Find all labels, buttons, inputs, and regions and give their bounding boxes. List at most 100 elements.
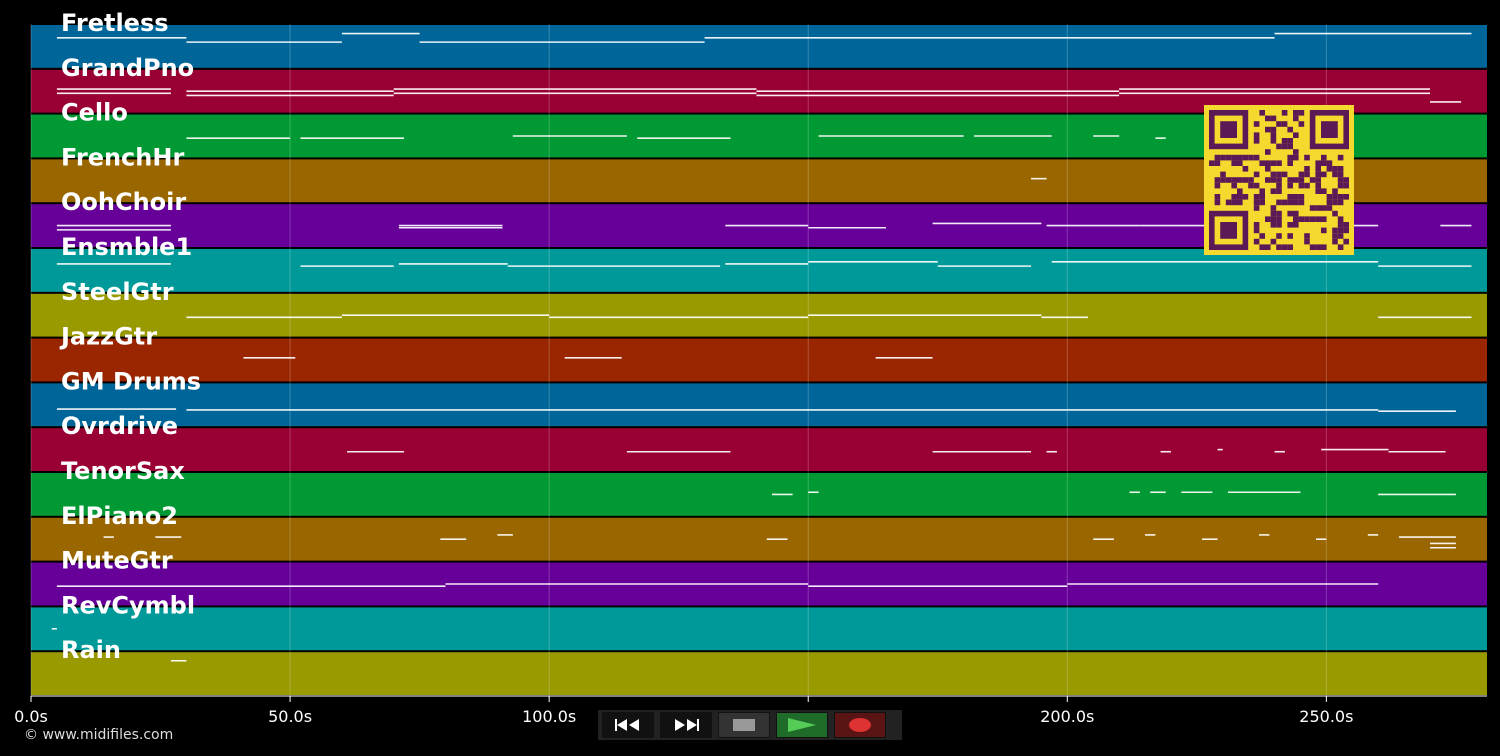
qr-module bbox=[1276, 188, 1282, 194]
qr-module bbox=[1225, 199, 1232, 206]
qr-module bbox=[1276, 143, 1282, 150]
qr-module bbox=[1242, 154, 1249, 161]
qr-finder-core bbox=[1220, 222, 1237, 239]
qr-module bbox=[1270, 132, 1277, 138]
qr-module bbox=[1298, 110, 1305, 116]
qr-module bbox=[1315, 244, 1321, 250]
qr-module bbox=[1237, 188, 1243, 194]
tick-label: 50.0s bbox=[268, 707, 312, 726]
track-label: GM Drums bbox=[61, 367, 201, 395]
qr-module bbox=[1281, 138, 1288, 144]
track-lane bbox=[31, 428, 1487, 471]
qr-module bbox=[1337, 227, 1344, 234]
qr-module bbox=[1276, 121, 1282, 127]
qr-module bbox=[1298, 182, 1305, 189]
tick-label: 250.0s bbox=[1299, 707, 1353, 726]
qr-module bbox=[1209, 160, 1215, 166]
qr-module bbox=[1287, 160, 1293, 166]
fast-forward-button[interactable] bbox=[660, 712, 712, 738]
track-label: Ensmble1 bbox=[61, 233, 192, 261]
qr-module bbox=[1214, 194, 1221, 200]
play-button[interactable] bbox=[776, 712, 828, 738]
qr-module bbox=[1253, 154, 1260, 161]
stop-button[interactable] bbox=[718, 712, 770, 738]
qr-module bbox=[1298, 199, 1305, 206]
qr-module bbox=[1321, 160, 1327, 166]
track-lane bbox=[31, 473, 1487, 516]
qr-module bbox=[1287, 143, 1293, 150]
track-label: MuteGtr bbox=[61, 547, 173, 575]
qr-module bbox=[1309, 177, 1316, 183]
qr-finder-core bbox=[1220, 121, 1237, 138]
qr-module bbox=[1265, 166, 1271, 172]
qr-module bbox=[1287, 222, 1293, 228]
qr-module bbox=[1231, 199, 1237, 206]
qr-module bbox=[1293, 132, 1299, 138]
fast-forward-icon bbox=[675, 719, 699, 731]
qr-module bbox=[1337, 233, 1344, 239]
qr-module bbox=[1253, 227, 1260, 234]
qr-module bbox=[1326, 199, 1333, 206]
qr-module bbox=[1231, 154, 1237, 161]
qr-module bbox=[1315, 166, 1321, 172]
qr-module bbox=[1298, 171, 1305, 178]
qr-module bbox=[1321, 188, 1327, 194]
qr-module bbox=[1326, 205, 1333, 211]
qr-module bbox=[1253, 171, 1260, 178]
play-icon bbox=[788, 718, 816, 732]
qr-module bbox=[1220, 177, 1226, 183]
qr-module bbox=[1276, 171, 1282, 178]
qr-module bbox=[1237, 177, 1243, 183]
qr-module bbox=[1225, 177, 1232, 183]
qr-module bbox=[1293, 177, 1299, 183]
qr-module bbox=[1287, 177, 1293, 183]
qr-module bbox=[1265, 244, 1271, 250]
record-button[interactable] bbox=[834, 712, 886, 738]
qr-module bbox=[1248, 154, 1254, 161]
qr-module bbox=[1276, 233, 1282, 239]
qr-module bbox=[1298, 216, 1305, 222]
track-label: Ovrdrive bbox=[61, 412, 178, 440]
qr-module bbox=[1253, 121, 1260, 127]
qr-module bbox=[1237, 160, 1243, 166]
track-lane bbox=[31, 517, 1487, 561]
qr-module bbox=[1276, 199, 1282, 206]
qr-module bbox=[1298, 194, 1305, 200]
qr-module bbox=[1315, 182, 1321, 189]
qr-module bbox=[1237, 194, 1243, 200]
qr-module bbox=[1276, 177, 1282, 183]
qr-module bbox=[1214, 177, 1221, 183]
rewind-button[interactable] bbox=[602, 712, 654, 738]
qr-module bbox=[1304, 171, 1310, 178]
qr-module bbox=[1265, 149, 1271, 155]
qr-module bbox=[1309, 216, 1316, 222]
qr-module bbox=[1304, 154, 1310, 161]
qr-module bbox=[1281, 244, 1288, 250]
qr-module bbox=[1276, 216, 1282, 222]
qr-module bbox=[1265, 160, 1271, 166]
qr-module bbox=[1293, 216, 1299, 222]
track-lane bbox=[31, 383, 1487, 427]
qr-module bbox=[1270, 210, 1277, 217]
track-lane bbox=[31, 293, 1487, 337]
qr-module bbox=[1337, 177, 1344, 183]
qr-module bbox=[1259, 199, 1265, 206]
qr-module bbox=[1337, 194, 1344, 200]
qr-module bbox=[1253, 138, 1260, 144]
qr-module bbox=[1276, 244, 1282, 250]
qr-module bbox=[1220, 171, 1226, 178]
qr-module bbox=[1287, 138, 1293, 144]
track-label: FrenchHr bbox=[61, 143, 184, 171]
qr-module bbox=[1259, 188, 1265, 194]
qr-module bbox=[1315, 205, 1321, 211]
qr-module bbox=[1259, 160, 1265, 166]
qr-module bbox=[1315, 171, 1321, 178]
qr-module bbox=[1281, 199, 1288, 206]
qr-module bbox=[1343, 182, 1349, 189]
qr-module bbox=[1253, 205, 1260, 211]
qr-module bbox=[1321, 205, 1327, 211]
qr-module bbox=[1287, 182, 1293, 189]
qr-module bbox=[1337, 182, 1344, 189]
track-label: Cello bbox=[61, 99, 128, 127]
qr-module bbox=[1214, 182, 1221, 189]
